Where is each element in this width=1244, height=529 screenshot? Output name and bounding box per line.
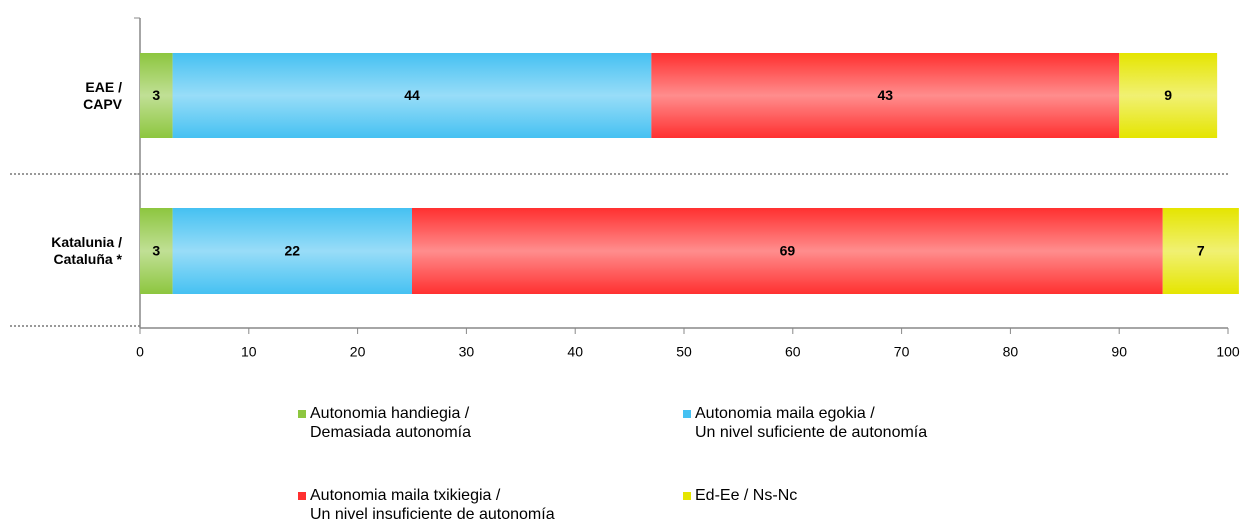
category-label: EAE / CAPV xyxy=(83,78,122,112)
x-tick-label: 100 xyxy=(1216,344,1240,360)
data-label: 43 xyxy=(877,87,893,103)
bar-shine xyxy=(1119,53,1218,138)
data-label: 9 xyxy=(1164,87,1172,103)
x-tick-label: 60 xyxy=(785,344,801,360)
legend-label: Autonomia maila txikiegia / Un nivel ins… xyxy=(310,487,555,523)
x-tick-label: 90 xyxy=(1111,344,1127,360)
legend-swatch xyxy=(683,492,691,500)
bar-shine xyxy=(172,208,412,294)
legend-swatch xyxy=(298,410,306,418)
x-tick-label: 20 xyxy=(350,344,366,360)
x-tick-label: 0 xyxy=(136,344,144,360)
bar-shine xyxy=(140,53,173,138)
bar-shine xyxy=(172,53,652,138)
bar-shine xyxy=(412,208,1163,294)
bar-shine xyxy=(140,208,173,294)
legend-swatch xyxy=(683,410,691,418)
x-tick-label: 70 xyxy=(894,344,910,360)
bar-shine xyxy=(651,53,1120,138)
legend-swatch xyxy=(298,492,306,500)
data-label: 22 xyxy=(285,243,301,259)
legend-label: Autonomia maila egokia / Un nivel sufici… xyxy=(695,405,928,441)
x-tick-label: 10 xyxy=(241,344,257,360)
data-label: 7 xyxy=(1197,243,1205,259)
data-label: 44 xyxy=(404,87,420,103)
x-tick-label: 50 xyxy=(676,344,692,360)
data-label: 3 xyxy=(152,243,160,259)
legend-label: Autonomia handiegia / Demasiada autonomí… xyxy=(310,405,471,441)
data-label: 3 xyxy=(152,87,160,103)
x-tick-label: 40 xyxy=(567,344,583,360)
category-label: Katalunia / Cataluña * xyxy=(51,234,122,267)
data-label: 69 xyxy=(780,243,796,259)
bar-shine xyxy=(1162,208,1239,294)
legend-label: Ed-Ee / Ns-Nc xyxy=(695,487,798,504)
x-tick-label: 30 xyxy=(459,344,475,360)
x-tick-label: 80 xyxy=(1003,344,1019,360)
